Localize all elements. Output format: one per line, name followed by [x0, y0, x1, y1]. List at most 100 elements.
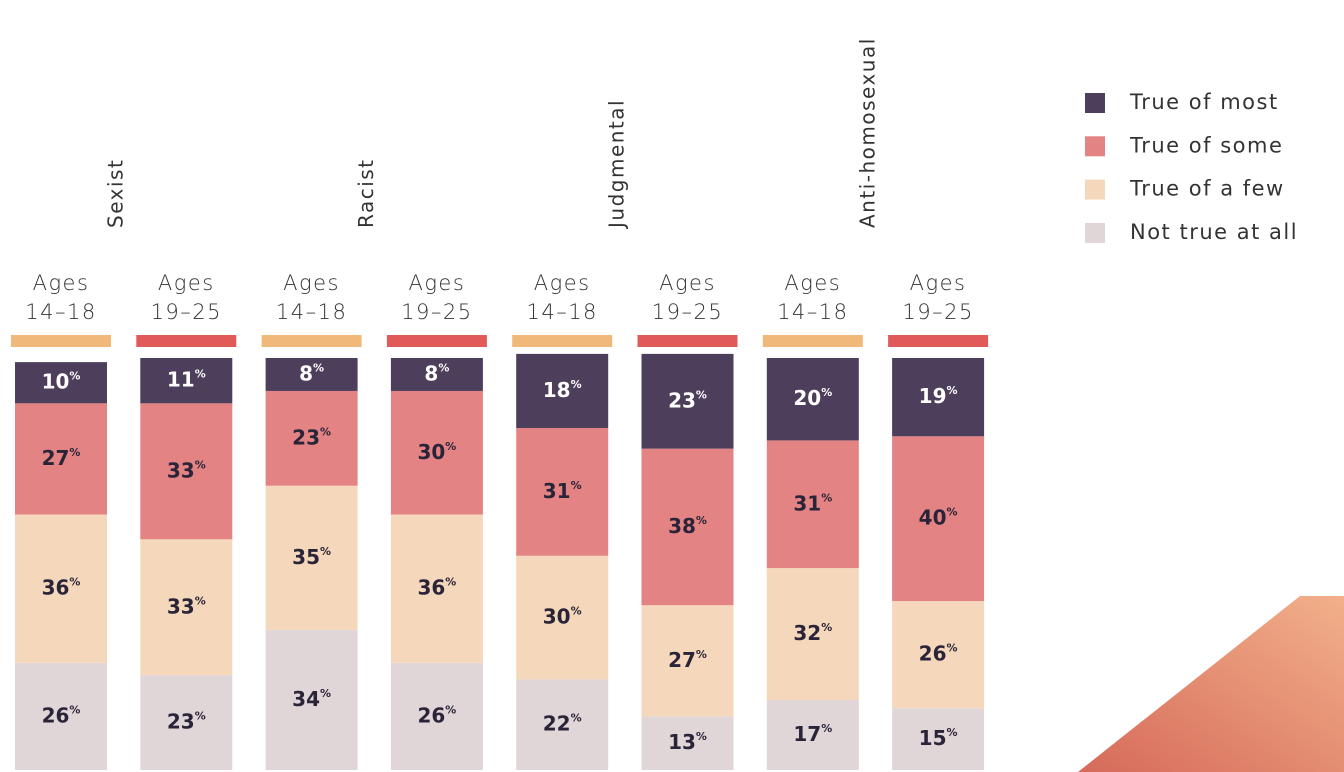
category-strip: [512, 335, 613, 347]
x-tick-label: 19–25: [151, 300, 222, 324]
x-tick-label: Ages: [910, 271, 967, 295]
data-label: 23%: [668, 388, 707, 412]
bar-segment: [516, 353, 609, 429]
data-label: 33%: [167, 458, 206, 482]
data-label: 20%: [793, 386, 832, 410]
bar-segment: [892, 436, 985, 602]
data-label: 36%: [417, 575, 456, 599]
x-tick-label: 19–25: [652, 300, 723, 324]
bar-segment: [15, 662, 107, 770]
x-tick-label: Ages: [534, 271, 591, 295]
bar-segment: [516, 679, 609, 770]
bar-segment: [265, 485, 358, 630]
bar-segment: [641, 716, 734, 770]
data-label: 38%: [668, 513, 707, 537]
data-label: 26%: [919, 641, 958, 665]
data-label: 18%: [543, 377, 582, 401]
bar-segment: [15, 403, 107, 515]
category-strip: [11, 335, 111, 347]
bar-segment: [892, 358, 985, 437]
decoration: [1078, 596, 1344, 772]
bar-segment: [766, 440, 859, 569]
group-label: Sexist: [104, 159, 128, 228]
category-strip: [136, 335, 237, 347]
data-label: 34%: [292, 686, 331, 710]
bar-segment: [390, 662, 483, 770]
x-tick-label: Ages: [784, 271, 841, 295]
data-label: 35%: [292, 544, 331, 568]
x-tick-label: Ages: [283, 271, 340, 295]
data-label: 26%: [42, 703, 81, 727]
bar-segment: [140, 675, 233, 770]
bar-segment: [390, 514, 483, 663]
data-label: 8%: [424, 361, 449, 385]
category-strip: [386, 335, 487, 347]
bar-segment: [766, 358, 859, 441]
bar-segment: [766, 568, 859, 700]
data-label: 23%: [167, 709, 206, 733]
bar-segment: [641, 605, 734, 717]
category-strip: [637, 335, 738, 347]
legend-label: Not true at all: [1130, 220, 1298, 244]
legend-swatch: [1085, 179, 1105, 200]
data-label: 13%: [668, 730, 707, 754]
x-tick-label: 19–25: [401, 300, 472, 324]
bar-segment: [516, 428, 609, 556]
data-label: 31%: [543, 478, 582, 502]
bar-segment: [140, 403, 233, 540]
data-label: 23%: [292, 425, 331, 449]
legend-swatch: [1085, 93, 1105, 113]
x-tick-label: 14–18: [777, 300, 848, 324]
bar-segment: [140, 539, 233, 676]
data-label: 17%: [793, 721, 832, 745]
group-label: Racist: [354, 158, 378, 228]
category-strip: [888, 335, 989, 347]
legend-swatch: [1085, 136, 1105, 157]
bar-segment: [15, 362, 107, 404]
legend-label: True of some: [1129, 133, 1283, 157]
data-label: 31%: [793, 491, 832, 515]
data-label: 8%: [299, 361, 324, 385]
group-label: Anti-homosexual: [855, 37, 879, 228]
data-label: 30%: [417, 439, 456, 463]
bar-segment: [766, 699, 859, 770]
group-label: Judgmental: [605, 99, 629, 230]
bar-segment: [516, 555, 609, 680]
bar-segment: [265, 629, 358, 770]
data-label: 36%: [42, 575, 81, 599]
data-label: 27%: [668, 647, 707, 671]
x-tick-label: Ages: [659, 271, 716, 295]
bar-segment: [390, 390, 483, 515]
data-label: 15%: [919, 726, 958, 750]
x-tick-label: Ages: [33, 271, 90, 295]
bar-segment: [641, 448, 734, 606]
x-tick-label: 14–18: [25, 300, 96, 324]
x-tick-label: 19–25: [902, 300, 973, 324]
bar-segment: [892, 708, 985, 770]
legend-label: True of most: [1129, 90, 1279, 114]
bar-segment: [15, 514, 107, 663]
legend-swatch: [1085, 222, 1105, 243]
bar-segment: [265, 358, 358, 391]
data-label: 27%: [42, 445, 81, 469]
data-label: 33%: [167, 594, 206, 618]
bar-segment: [641, 353, 734, 449]
category-strip: [261, 335, 362, 347]
bar-segment: [892, 601, 985, 709]
data-label: 10%: [42, 369, 81, 393]
data-label: 26%: [417, 703, 456, 727]
legend-label: True of a few: [1129, 177, 1285, 201]
data-label: 32%: [793, 621, 832, 645]
data-label: 30%: [543, 604, 582, 628]
bar-segment: [140, 358, 233, 404]
x-tick-label: Ages: [408, 271, 465, 295]
bar-segment: [390, 358, 483, 391]
category-strip: [762, 335, 863, 347]
x-tick-label: 14–18: [276, 300, 347, 324]
data-label: 11%: [167, 367, 206, 391]
x-tick-label: 14–18: [526, 300, 597, 324]
data-label: 19%: [919, 384, 958, 408]
data-label: 40%: [919, 505, 958, 529]
bar-segment: [265, 390, 358, 486]
